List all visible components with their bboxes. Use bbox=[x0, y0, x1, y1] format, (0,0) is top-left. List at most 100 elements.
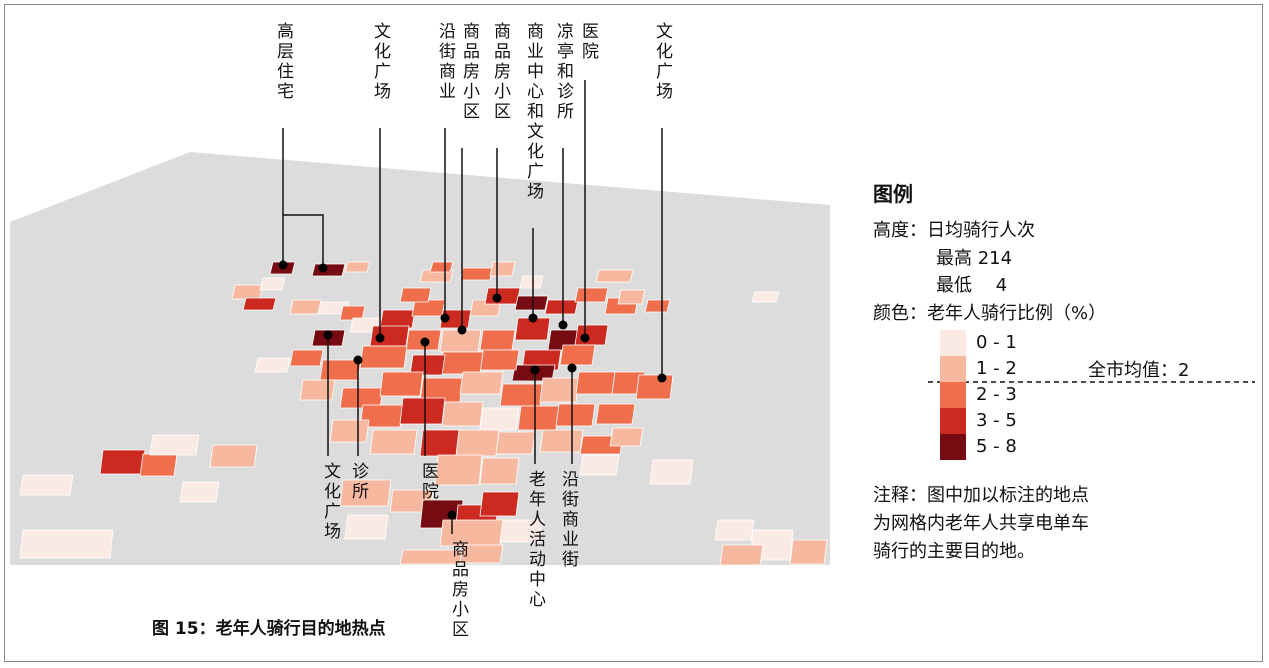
legend-line: 最高 214 bbox=[936, 248, 1013, 269]
dot bbox=[492, 293, 502, 303]
heat-tile bbox=[489, 261, 516, 277]
heat-tile bbox=[289, 349, 324, 367]
heat-tile bbox=[514, 317, 551, 341]
heat-tile bbox=[544, 299, 579, 315]
heat-tiles bbox=[19, 261, 828, 566]
heat-tile bbox=[499, 519, 544, 543]
bottom-label: 老年人活动中心 bbox=[525, 470, 545, 610]
heat-tile bbox=[359, 345, 408, 369]
note: 骑行的主要目的地。 bbox=[873, 541, 1035, 562]
top-label: 沿街商业 bbox=[435, 22, 455, 102]
heat-tile bbox=[649, 459, 694, 485]
heat-tile bbox=[409, 354, 446, 376]
legend-class-label: 3 - 5 bbox=[976, 410, 1017, 431]
legend-class-label: 0 - 1 bbox=[976, 332, 1017, 353]
dot bbox=[375, 333, 385, 343]
heat-tile bbox=[719, 544, 764, 566]
legend-swatch bbox=[940, 356, 966, 382]
heat-tile bbox=[495, 431, 536, 455]
heat-tile bbox=[714, 519, 755, 541]
caption: 图 15：老年人骑行目的地热点 bbox=[152, 619, 386, 639]
heat-tile bbox=[439, 351, 484, 375]
dot bbox=[420, 337, 430, 347]
heat-tile bbox=[617, 289, 646, 305]
heat-tile bbox=[344, 514, 389, 540]
top-label: 商业中心和文化广场 bbox=[523, 22, 543, 202]
top-label: 医院 bbox=[578, 22, 598, 62]
heat-tile bbox=[479, 407, 520, 431]
note: 注释：图中加以标注的地点 bbox=[873, 485, 1089, 506]
legend-title: 图例 bbox=[873, 182, 913, 206]
bottom-label: 商品房小区 bbox=[448, 540, 468, 640]
heat-tile bbox=[519, 275, 544, 289]
heat-tile bbox=[455, 429, 500, 457]
heat-tile bbox=[499, 383, 544, 407]
dot bbox=[318, 263, 328, 273]
dot bbox=[353, 355, 363, 365]
heat-tile bbox=[289, 299, 322, 315]
heat-tile bbox=[429, 261, 454, 273]
dot bbox=[457, 325, 467, 335]
heat-tile bbox=[751, 291, 780, 303]
dot bbox=[440, 313, 450, 323]
dot bbox=[558, 320, 568, 330]
heat-tile bbox=[379, 309, 416, 329]
heat-tile bbox=[479, 349, 520, 371]
heat-tile bbox=[209, 444, 258, 468]
dots bbox=[278, 260, 667, 520]
legend-class-label: 1 - 2 bbox=[976, 358, 1017, 379]
dot bbox=[530, 365, 540, 375]
heat-tile bbox=[179, 481, 220, 503]
bottom-label: 医院 bbox=[418, 462, 438, 502]
dot bbox=[447, 510, 457, 520]
heat-tile bbox=[575, 371, 616, 395]
heat-tile bbox=[369, 429, 418, 455]
leader-line bbox=[282, 128, 324, 268]
top-label: 凉亭和诊所 bbox=[553, 22, 573, 122]
heat-tile bbox=[399, 287, 432, 303]
dot bbox=[528, 313, 538, 323]
bottom-label: 诊所 bbox=[348, 462, 368, 502]
dot bbox=[657, 373, 667, 383]
heat-tile bbox=[609, 427, 644, 447]
heat-tile bbox=[539, 377, 580, 403]
top-label: 商品房小区 bbox=[490, 22, 510, 122]
legend-class-label: 5 - 8 bbox=[976, 436, 1017, 457]
top-label: 文化广场 bbox=[370, 22, 390, 102]
heat-tile bbox=[399, 549, 464, 565]
heat-tile bbox=[19, 474, 74, 496]
legend-swatch bbox=[940, 330, 966, 356]
heat-tile bbox=[459, 267, 494, 281]
dot bbox=[567, 363, 577, 373]
heat-tile bbox=[434, 454, 483, 486]
top-label: 商品房小区 bbox=[459, 22, 479, 122]
heat-tile bbox=[479, 457, 520, 485]
leader-lines bbox=[282, 80, 663, 534]
heat-tile bbox=[231, 284, 264, 300]
legend-line: 颜色：老年人骑行比例（%） bbox=[873, 303, 1107, 324]
heat-tile bbox=[517, 405, 560, 431]
heat-tile bbox=[635, 374, 674, 400]
top-label: 高层住宅 bbox=[273, 22, 293, 102]
dot bbox=[323, 330, 333, 340]
average-label: 全市均值：2 bbox=[1088, 360, 1190, 381]
top-label: 文化广场 bbox=[652, 22, 672, 102]
legend-line: 高度：日均骑行人次 bbox=[873, 220, 1035, 241]
legend-swatch bbox=[940, 382, 966, 408]
legend-line: 最低 4 bbox=[936, 275, 1008, 296]
heat-tile bbox=[329, 419, 370, 443]
legend-swatch bbox=[940, 434, 966, 460]
heat-tile bbox=[514, 295, 549, 311]
heat-tile bbox=[139, 453, 178, 477]
heat-tile bbox=[344, 261, 371, 273]
heat-tile bbox=[559, 344, 596, 366]
legend-class-label: 2 - 3 bbox=[976, 384, 1017, 405]
heat-tile bbox=[369, 325, 410, 347]
heat-tile bbox=[19, 529, 114, 559]
heat-tile bbox=[399, 397, 446, 425]
dot bbox=[278, 260, 288, 270]
heat-tile bbox=[459, 371, 504, 395]
heat-tile bbox=[459, 544, 504, 564]
bottom-label: 沿街商业街 bbox=[558, 470, 578, 570]
bottom-label: 文化广场 bbox=[320, 462, 340, 542]
